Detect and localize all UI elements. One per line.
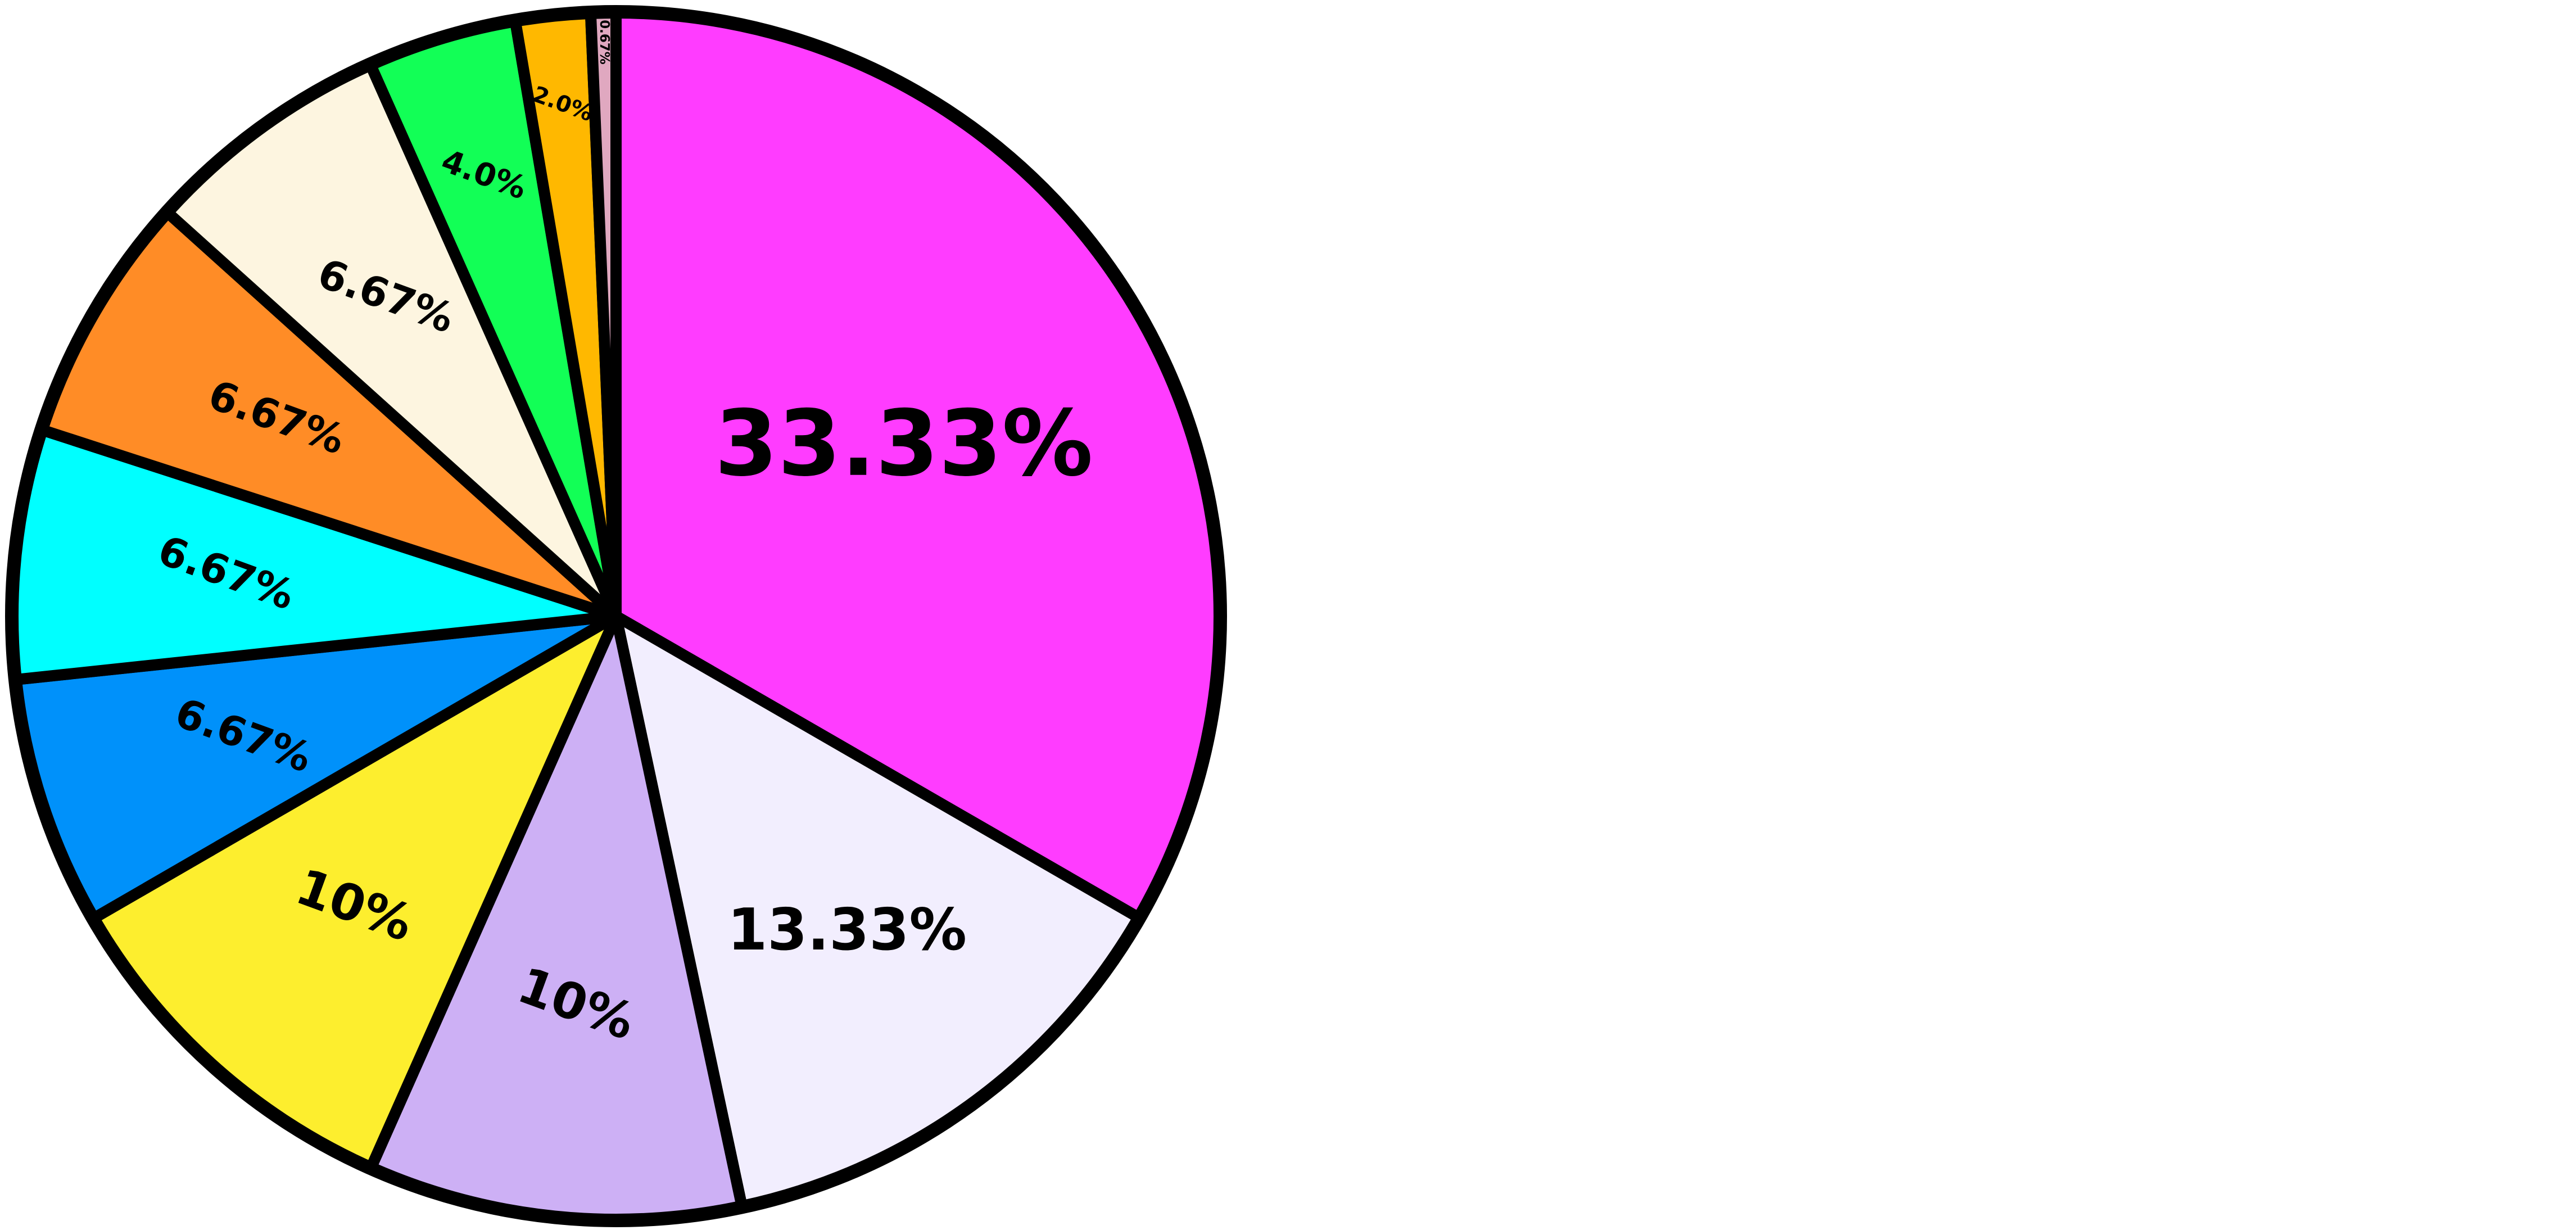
slice-label: 13.33% [727,897,967,964]
slice-label: 33.33% [714,391,1093,497]
pie-outline [5,5,1227,1227]
slice-label: 0.67% [597,20,612,65]
